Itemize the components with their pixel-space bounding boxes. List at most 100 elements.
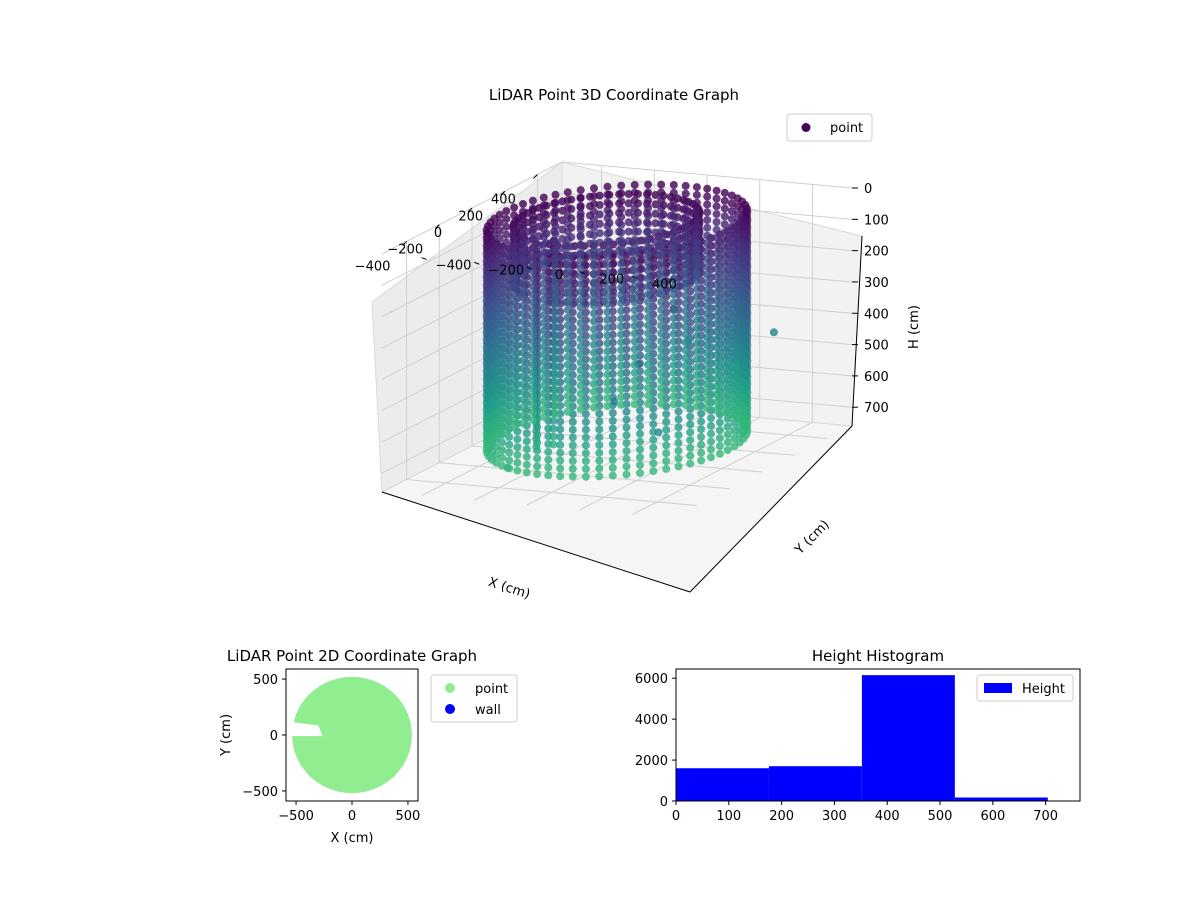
- point-3d: [495, 242, 504, 251]
- point-3d: [590, 301, 598, 310]
- point-3d: [644, 180, 653, 189]
- z-tick-label: 500: [864, 339, 889, 354]
- point-3d: [617, 377, 626, 386]
- point-3d: [703, 325, 712, 334]
- point-3d: [576, 350, 585, 359]
- point-3d: [720, 212, 729, 221]
- point-3d: [712, 194, 721, 203]
- point-3d: [528, 337, 537, 346]
- point-3d: [590, 254, 598, 263]
- point-3d: [519, 403, 527, 412]
- point-3d: [727, 277, 736, 286]
- point-3d: [590, 293, 598, 302]
- point-3d: [502, 246, 511, 255]
- point-3d: [692, 183, 701, 192]
- plot-2d-x-tick: 500: [396, 809, 421, 824]
- histogram-y-tick: 6000: [635, 672, 668, 687]
- point-3d: [528, 408, 537, 417]
- point-3d: [637, 274, 646, 283]
- y-axis-line: [689, 425, 853, 593]
- point-3d: [651, 200, 660, 209]
- point-3d: [539, 248, 548, 257]
- point-3d: [590, 403, 598, 412]
- point-3d: [630, 314, 639, 322]
- histogram-x-tick: 100: [716, 809, 741, 824]
- point-3d: [495, 273, 504, 282]
- point-3d: [551, 316, 560, 325]
- point-3d: [551, 339, 560, 348]
- point-3d: [681, 299, 690, 308]
- point-3d: [502, 402, 511, 411]
- point-3d: [576, 225, 585, 234]
- point-3d: [712, 374, 721, 383]
- legend-hist-box: [976, 674, 1074, 702]
- point-3d: [692, 214, 701, 223]
- point-3d: [692, 371, 701, 379]
- point-3d: [723, 422, 732, 431]
- point-3d: [674, 438, 683, 447]
- point-3d: [649, 443, 658, 452]
- point-3d: [551, 331, 560, 340]
- point-3d: [617, 197, 626, 206]
- point-3d: [551, 386, 560, 395]
- point-3d: [576, 209, 585, 218]
- point-3d: [669, 181, 678, 189]
- point-3d: [622, 454, 631, 463]
- point-3d: [630, 196, 639, 205]
- legend-2d-marker-point: [445, 683, 455, 693]
- point-3d: [556, 464, 565, 473]
- point-3d: [644, 251, 653, 259]
- point-3d: [712, 280, 721, 289]
- point-3d: [581, 410, 590, 419]
- point-3d: [528, 290, 537, 299]
- point-3d: [723, 446, 732, 455]
- point-3d: [603, 261, 612, 269]
- point-3d: [720, 196, 729, 205]
- point-3d: [712, 186, 721, 195]
- point-3d: [502, 371, 511, 380]
- legend-hist-label: Height: [1022, 682, 1065, 697]
- point-3d: [674, 415, 683, 424]
- point-3d: [692, 261, 701, 270]
- point-3d: [617, 291, 626, 300]
- point-3d: [727, 269, 736, 278]
- point-3d: [703, 208, 712, 217]
- point-3d: [720, 376, 729, 385]
- point-3d: [495, 234, 504, 243]
- point-3d: [644, 399, 653, 408]
- point-3d: [657, 329, 666, 338]
- point-3d: [624, 199, 633, 208]
- point-3d: [703, 263, 712, 271]
- point-3d: [703, 216, 712, 224]
- point-3d: [644, 258, 653, 267]
- plot-2d-x-tick: 0: [348, 809, 356, 824]
- point-3d: [703, 294, 712, 303]
- point-3d: [563, 266, 572, 275]
- point-3d: [502, 222, 511, 231]
- point-3d: [539, 350, 548, 359]
- point-3d: [681, 260, 690, 269]
- point-3d: [608, 471, 617, 480]
- point-3d: [595, 409, 604, 418]
- point-3d: [563, 360, 572, 369]
- point-3d: [595, 464, 604, 473]
- point-3d: [603, 229, 612, 238]
- point-3d: [697, 409, 706, 418]
- point-3d: [519, 380, 527, 389]
- point-3d: [617, 267, 626, 276]
- point-3d: [576, 193, 585, 202]
- point-3d: [720, 220, 729, 229]
- point-3d: [551, 222, 560, 231]
- point-3d: [495, 367, 504, 376]
- point-3d: [603, 206, 612, 215]
- point-3d: [617, 212, 626, 221]
- point-3d: [563, 235, 572, 244]
- point-3d: [649, 427, 658, 436]
- point-3d: [563, 258, 572, 267]
- point-3d: [603, 362, 612, 371]
- plot-3d: LiDAR Point 3D Coordinate Graph −400−200…: [355, 86, 922, 602]
- point-3d: [502, 426, 511, 435]
- point-3d: [715, 434, 724, 443]
- point-3d: [669, 298, 678, 307]
